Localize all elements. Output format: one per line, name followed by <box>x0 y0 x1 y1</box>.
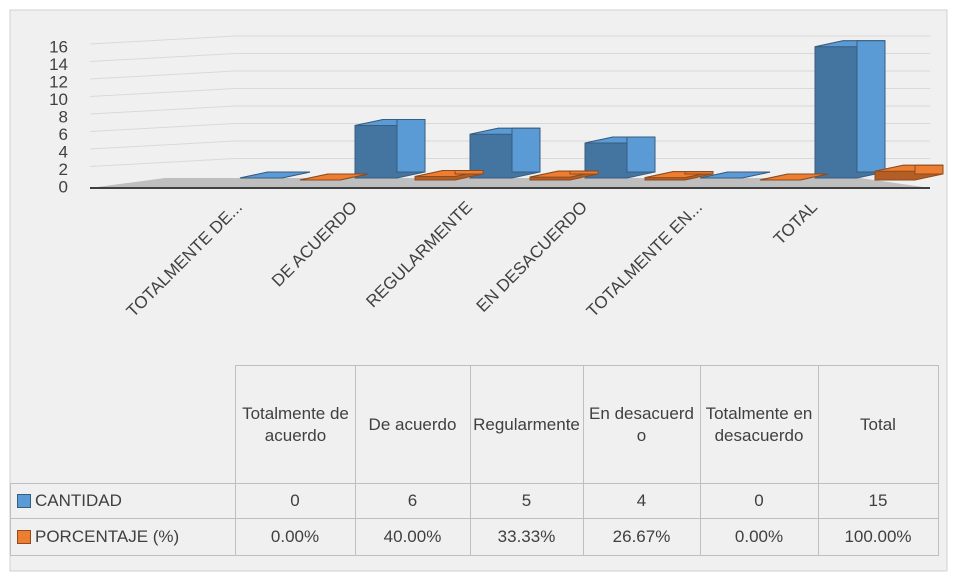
grid-line <box>89 88 930 97</box>
grid-line <box>89 70 930 80</box>
cell-text: 4 <box>636 490 647 510</box>
cell-text: 0.00% <box>270 526 320 546</box>
cell-text: 0.00% <box>734 526 784 546</box>
table-value: 40.00% <box>355 518 471 556</box>
table-value: 0 <box>235 483 356 519</box>
grid-line <box>89 105 930 115</box>
grid-line <box>89 53 930 62</box>
bar-front <box>454 170 484 175</box>
y-tick-label: 2 <box>59 160 68 179</box>
table-value: 0 <box>700 483 819 519</box>
table-value: 0.00% <box>235 518 356 556</box>
y-tick-label: 12 <box>49 72 68 91</box>
bar-front <box>856 40 886 173</box>
legend-entry: CANTIDAD <box>10 483 236 519</box>
bar-top <box>699 171 771 179</box>
legend-swatch <box>17 494 31 508</box>
table-value: 15 <box>818 483 939 519</box>
bar-front <box>511 127 541 173</box>
bar-top <box>239 171 311 179</box>
table-value: 4 <box>583 483 701 519</box>
legend-entry: PORCENTAJE (%) <box>10 518 236 556</box>
y-tick-label: 16 <box>49 37 68 56</box>
table-value: 0.00% <box>700 518 819 556</box>
y-tick-label: 4 <box>59 142 68 161</box>
y-tick-label: 14 <box>49 55 68 74</box>
table-header: De acuerdo <box>355 365 471 484</box>
cell-text: En desacuerdo <box>589 403 694 445</box>
table-value: 6 <box>355 483 471 519</box>
cell-text: Totalmente de acuerdo <box>242 403 349 445</box>
cell-text: Regularmente <box>473 414 580 434</box>
table-value: 100.00% <box>818 518 939 556</box>
cell-text: 15 <box>868 490 888 510</box>
grid-line <box>89 140 930 150</box>
bar-top <box>299 173 369 181</box>
y-tick-label: 6 <box>59 125 68 144</box>
cell-text: Totalmente en desacuerdo <box>705 403 813 445</box>
table-header: Regularmente <box>470 365 584 484</box>
y-tick-label: 0 <box>59 177 68 196</box>
cell-text: 0 <box>290 490 300 510</box>
legend-swatch <box>17 529 31 544</box>
bar-front <box>626 136 656 173</box>
cell-text: 26.67% <box>612 526 671 546</box>
bar-front <box>914 164 944 175</box>
grid-line <box>89 123 930 132</box>
legend-label: PORCENTAJE (%) <box>35 526 180 546</box>
y-tick-label: 8 <box>59 107 68 126</box>
bar-front <box>569 170 599 175</box>
table-value: 26.67% <box>583 518 701 556</box>
table-value: 33.33% <box>470 518 584 556</box>
cell-text: Total <box>860 414 896 434</box>
cell-text: De acuerdo <box>368 414 457 434</box>
y-tick-label: 10 <box>49 90 68 109</box>
cell-text: 100.00% <box>844 526 912 546</box>
table-header: Totalmente en desacuerdo <box>700 365 819 484</box>
table-header: Total <box>818 365 939 484</box>
table-header: Totalmente de acuerdo <box>235 365 356 484</box>
cell-text: 40.00% <box>383 526 442 546</box>
cell-text: 0 <box>754 490 764 510</box>
table-header: En desacuerdo <box>583 365 701 484</box>
cell-text: 6 <box>407 490 418 510</box>
bar-front <box>396 119 426 173</box>
bar-front <box>684 171 714 175</box>
grid-line <box>89 35 930 45</box>
cell-text: 5 <box>521 490 532 510</box>
legend-label: CANTIDAD <box>35 491 122 510</box>
cell-text: 33.33% <box>497 526 556 546</box>
grid-line <box>89 158 930 167</box>
table-value: 5 <box>470 483 584 519</box>
bar-top <box>759 173 829 181</box>
chart-background <box>9 9 948 572</box>
